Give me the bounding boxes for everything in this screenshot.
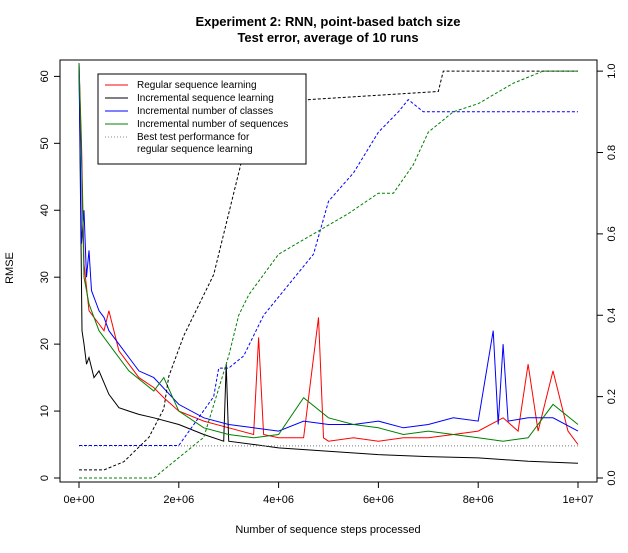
legend-label-2: Incremental number of classes (137, 106, 273, 117)
series-line-6 (79, 98, 578, 446)
series-line-5 (79, 70, 578, 471)
y-tick-label: 40 (39, 204, 51, 216)
series-line-7 (79, 70, 578, 479)
x-axis: 0e+00 2e+06 4e+06 6e+06 8e+06 1e+07 (64, 482, 594, 506)
legend-label-4-line2: regular sequence learning (137, 144, 253, 155)
legend-label-0: Regular sequence learning (137, 80, 257, 91)
plot-frame (59, 59, 598, 483)
series-line-0 (78, 62, 579, 445)
x-tick-label: 0e+00 (64, 494, 95, 506)
y-tick-label: 0 (39, 475, 51, 481)
y2-tick-label: 1.0 (606, 63, 618, 78)
y-tick-label: 50 (39, 137, 51, 149)
series-line-2 (78, 62, 579, 432)
y2-tick-label: 0.8 (606, 145, 618, 160)
x-tick-label: 8e+06 (463, 494, 494, 506)
y-tick-label: 20 (39, 338, 51, 350)
y-axis-label: RMSE (4, 252, 16, 284)
y-tick-label: 10 (39, 405, 51, 417)
series-line-1 (78, 62, 579, 464)
plot-area (59, 59, 598, 483)
y2-tick-label: 0.4 (606, 308, 618, 323)
series-line-3 (78, 62, 579, 442)
chart-subtitle: Test error, average of 10 runs (237, 30, 418, 45)
legend-label-4: Best test performance for (137, 132, 250, 143)
y-tick-label: 30 (39, 271, 51, 283)
chart-title: Experiment 2: RNN, point-based batch siz… (195, 14, 460, 29)
y-axis: 0 10 20 30 40 50 60 (39, 70, 60, 481)
legend-label-3: Incremental number of sequences (137, 119, 288, 130)
x-tick-label: 6e+06 (363, 494, 394, 506)
x-tick-label: 4e+06 (263, 494, 294, 506)
y2-tick-label: 0.2 (606, 389, 618, 404)
y2-tick-label: 0.0 (606, 470, 618, 485)
series-layer (78, 62, 579, 479)
y-tick-label: 60 (39, 70, 51, 82)
legend-box (97, 73, 307, 165)
x-axis-label: Number of sequence steps processed (235, 524, 420, 536)
y2-axis: 0.0 0.2 0.4 0.6 0.8 1.0 (597, 63, 618, 486)
x-tick-label: 2e+06 (163, 494, 194, 506)
legend: Regular sequence learning Incremental seq… (97, 73, 307, 165)
legend-label-1: Incremental sequence learning (137, 93, 274, 104)
y2-tick-label: 0.6 (606, 226, 618, 241)
x-tick-label: 1e+07 (563, 494, 594, 506)
